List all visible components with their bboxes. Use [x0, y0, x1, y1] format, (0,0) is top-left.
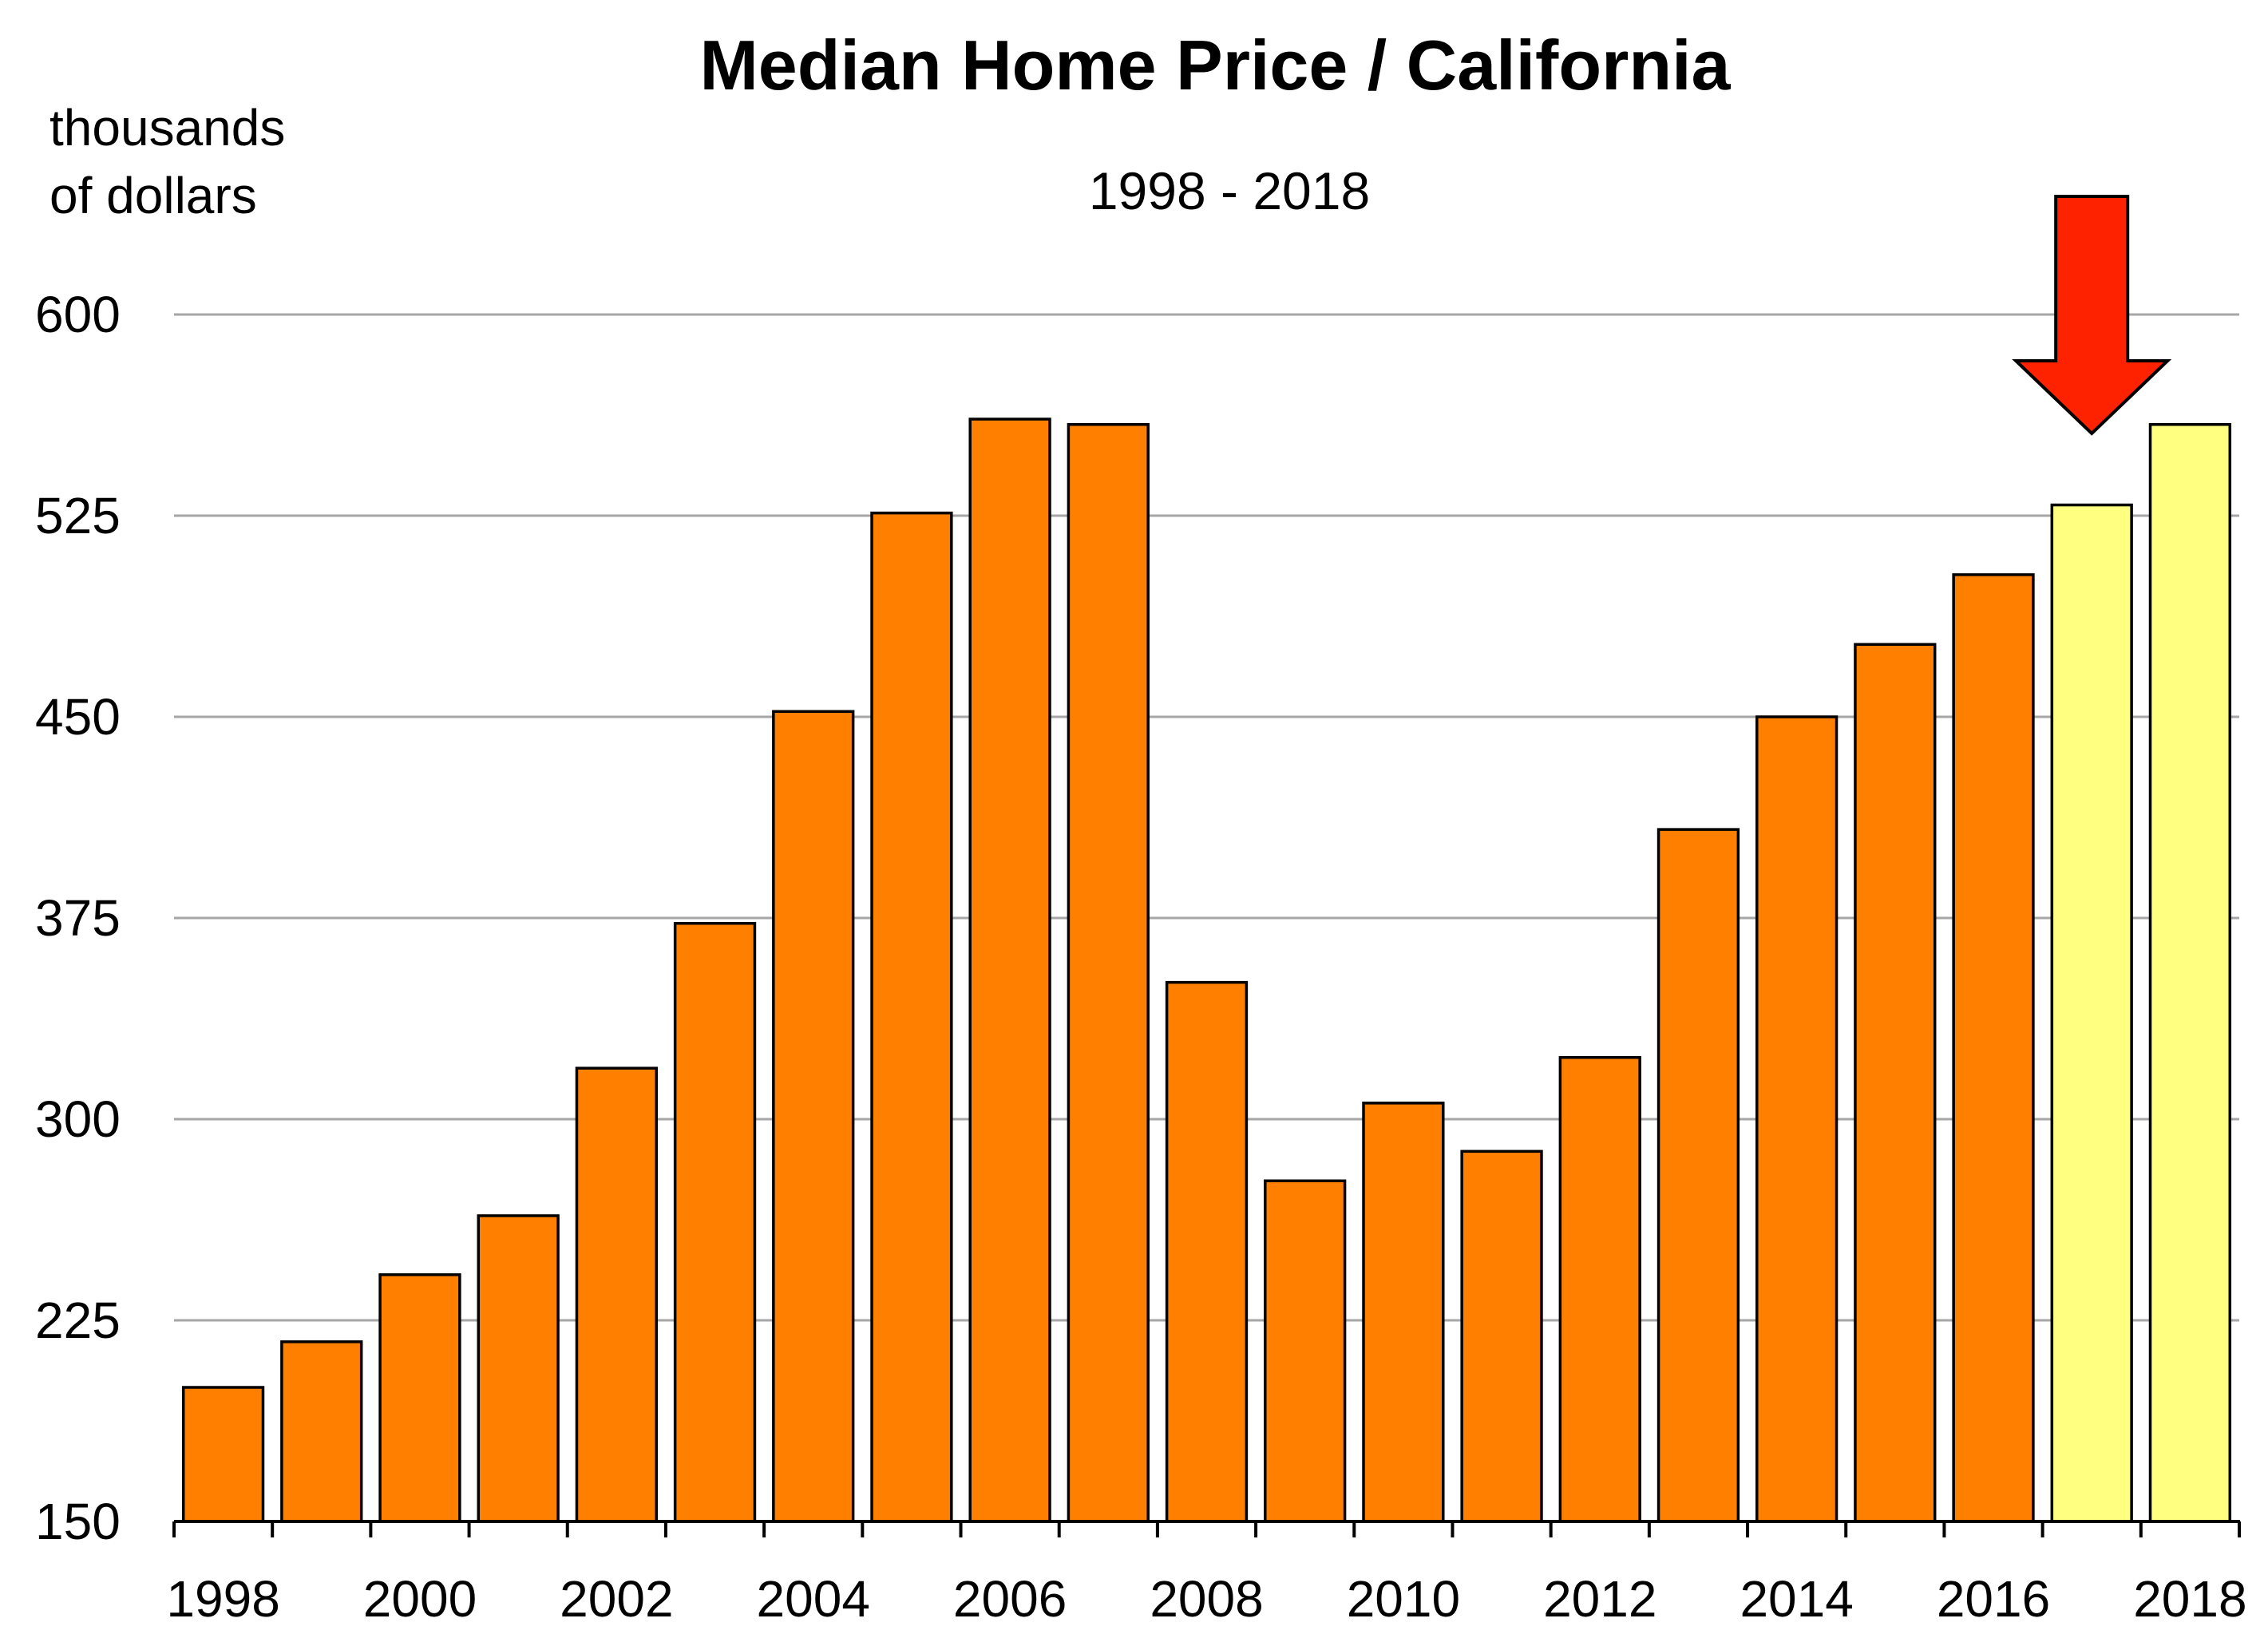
y-tick-label-525: 525 [35, 487, 121, 544]
bar-2012 [1558, 1055, 1641, 1523]
y-tick-label-150: 150 [35, 1493, 121, 1550]
y-axis-unit-label-line-1: thousands [49, 99, 285, 156]
y-axis-unit-label-line-2: of dollars [49, 167, 257, 224]
x-tick-label-2002: 2002 [560, 1570, 673, 1628]
x-tick-label-2006: 2006 [953, 1570, 1067, 1628]
chart-title: Median Home Price / California [700, 26, 1732, 105]
x-tick-label-2000: 2000 [363, 1570, 477, 1628]
bar-2010 [1362, 1102, 1445, 1523]
bar-2005 [870, 511, 953, 1523]
x-tick-label-2014: 2014 [1740, 1570, 1853, 1628]
bar-2014 [1755, 715, 1839, 1523]
x-tick-label-2018: 2018 [2133, 1570, 2246, 1628]
annotation [2012, 195, 2172, 436]
bar-2018 [2148, 423, 2232, 1523]
bar-2006 [968, 417, 1051, 1523]
x-tick-label-2012: 2012 [1543, 1570, 1656, 1628]
bar-2016 [1952, 573, 2035, 1523]
y-tick-label-300: 300 [35, 1090, 121, 1148]
x-tick-label-2016: 2016 [1937, 1570, 2050, 1628]
bar-1998 [181, 1386, 265, 1523]
tick-labels: 150 225 300 375 450 525 600 1998 2000 2002 2004 200… [35, 286, 2247, 1628]
x-tick-label-2010: 2010 [1347, 1570, 1460, 1628]
bar-2003 [673, 921, 757, 1523]
bar-2011 [1460, 1149, 1543, 1523]
y-tick-label-225: 225 [35, 1292, 121, 1349]
x-tick-label-1998: 1998 [166, 1570, 279, 1628]
axes [172, 1520, 2241, 1537]
bar-2001 [477, 1214, 560, 1523]
bar-2002 [575, 1066, 658, 1523]
bar-2004 [772, 710, 855, 1523]
down-arrow-icon [2012, 195, 2172, 436]
bar-2009 [1264, 1179, 1347, 1523]
bars [181, 417, 2232, 1523]
bar-2007 [1067, 423, 1150, 1523]
x-tick-label-2004: 2004 [757, 1570, 870, 1628]
x-tick-label-2008: 2008 [1150, 1570, 1263, 1628]
bar-2008 [1165, 980, 1249, 1523]
bar-1999 [280, 1340, 363, 1523]
bar-2000 [378, 1273, 461, 1523]
y-tick-label-600: 600 [35, 286, 121, 343]
bar-2017 [2050, 503, 2133, 1523]
bar-2015 [1854, 643, 1937, 1523]
y-tick-label-375: 375 [35, 889, 121, 947]
chart-subtitle: 1998 - 2018 [1089, 161, 1370, 220]
y-tick-label-450: 450 [35, 688, 121, 746]
bar-2013 [1656, 828, 1740, 1523]
